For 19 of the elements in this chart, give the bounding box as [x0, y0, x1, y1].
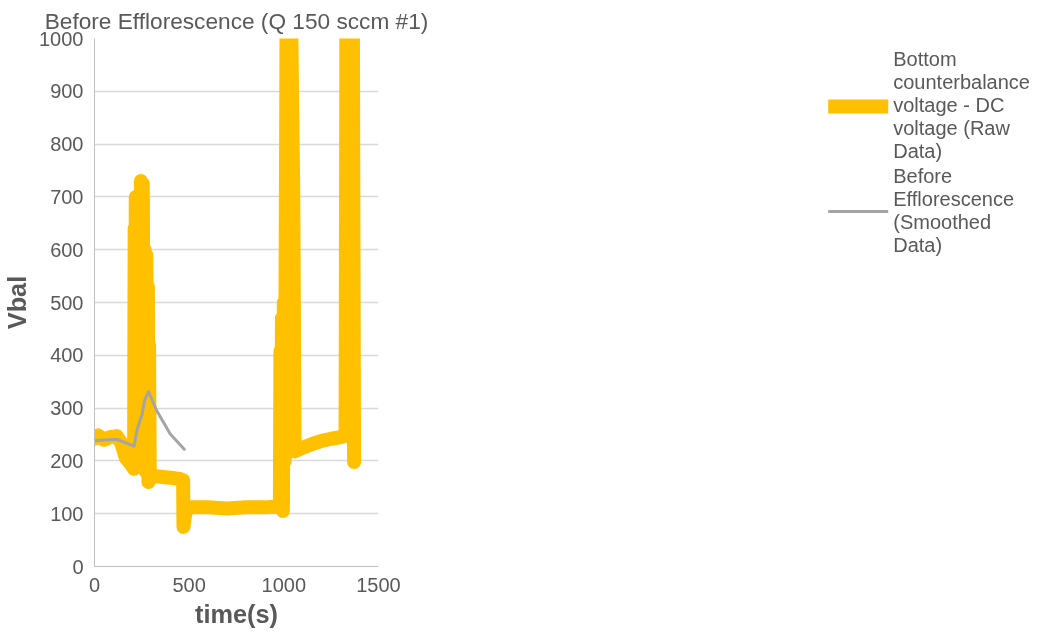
y-tick-label: 800: [50, 133, 84, 156]
legend-label: Before Efflorescence (Smoothed Data): [893, 165, 1015, 257]
y-tick-label: 900: [50, 80, 84, 103]
line-series: [94, 390, 186, 451]
y-tick-label: 600: [50, 238, 84, 261]
x-tick-label: 1500: [356, 573, 401, 596]
y-tick-label: 0: [72, 555, 84, 578]
y-tick-label: 100: [50, 502, 84, 525]
y-tick-label: 300: [50, 397, 84, 420]
x-axis-title: time(s): [194, 599, 279, 628]
x-tick-label: 1000: [261, 573, 307, 596]
y-tick-label: 700: [50, 185, 84, 208]
legend-label: Bottom counterbalance voltage - DC voltage (Raw Data): [893, 48, 1030, 163]
x-tick-label: 500: [172, 573, 206, 596]
y-tick-label: 200: [50, 449, 84, 472]
y-tick-label: 500: [50, 291, 84, 314]
x-tick-label: 0: [88, 573, 101, 596]
y-tick-label: 400: [50, 344, 84, 367]
y-axis-title: Vbal: [3, 275, 32, 330]
